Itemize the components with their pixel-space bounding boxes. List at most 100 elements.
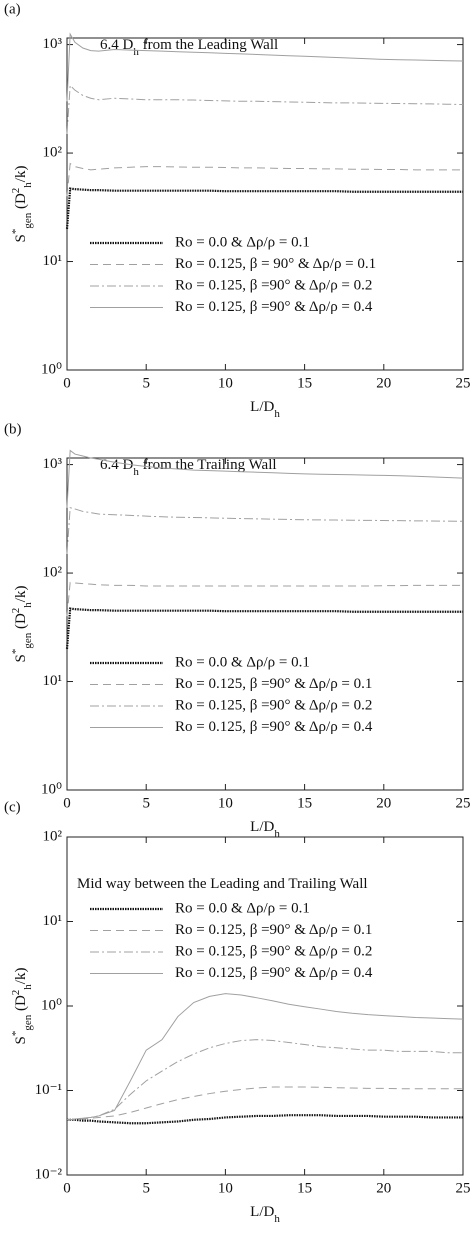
y-tick-label: 10⁻² — [35, 1166, 63, 1182]
label-part: 2 — [10, 608, 22, 614]
x-tick-label: 0 — [63, 795, 71, 811]
plot-frame — [66, 457, 464, 791]
x-tick-label: 5 — [142, 1180, 150, 1196]
y-tick-label: 10² — [43, 144, 63, 160]
data-line — [67, 1039, 463, 1121]
label-part: h — [22, 182, 34, 188]
data-line — [66, 581, 463, 617]
label-part: gen — [22, 632, 34, 648]
label-part: h — [22, 602, 34, 608]
data-line — [67, 1086, 463, 1121]
x-tick-label: 20 — [376, 375, 391, 391]
label-part: /k) — [13, 968, 29, 985]
legend-label: Ro = 0.0 & Δρ/ρ = 0.1 — [175, 654, 310, 670]
x-axis-label: L/Dh — [250, 1204, 280, 1224]
x-axis-label: L/Dh — [250, 399, 280, 419]
label-part: 2 — [10, 188, 22, 194]
legend-label: Ro = 0.125, β =90° & Δρ/ρ = 0.1 — [175, 922, 372, 938]
data-line — [65, 187, 463, 229]
label-part: /k) — [13, 166, 29, 183]
data-line — [66, 84, 464, 134]
x-tick-label: 0 — [63, 375, 71, 391]
label-part: (D — [13, 995, 29, 1015]
y-tick-label: 10⁰ — [41, 361, 62, 377]
label-part: h — [22, 984, 34, 990]
y-tick-label: 10⁰ — [41, 781, 62, 797]
y-tick-label: 10² — [43, 828, 63, 844]
data-line — [66, 162, 463, 197]
y-tick-label: 10¹ — [43, 673, 63, 689]
label-part: 6.4 D — [100, 457, 134, 473]
label-part: S — [13, 234, 29, 242]
data-line — [66, 32, 464, 102]
legend-label: Ro = 0.125, β =90° & Δρ/ρ = 0.2 — [175, 697, 372, 713]
legend-label: Ro = 0.0 & Δρ/ρ = 0.1 — [175, 900, 310, 916]
y-axis-label: S*gen (D2h/k) — [10, 166, 34, 243]
label-part: /k) — [13, 586, 29, 603]
legend-label: Ro = 0.125, β =90° & Δρ/ρ = 0.4 — [175, 965, 373, 981]
label-part: (D — [13, 613, 29, 633]
panel-label: (c) — [4, 799, 21, 815]
label-part: 2 — [10, 990, 22, 996]
legend-label: Ro = 0.125, β =90° & Δρ/ρ = 0.4 — [175, 299, 373, 315]
panel-label: (b) — [4, 421, 22, 437]
label-part: gen — [22, 212, 34, 228]
data-line — [67, 993, 464, 1121]
data-line — [67, 1114, 463, 1125]
legend-label: Ro = 0.125, β =90° & Δρ/ρ = 0.4 — [175, 719, 373, 735]
x-tick-label: 25 — [456, 375, 471, 391]
x-tick-label: 25 — [456, 1180, 471, 1196]
label-part: * — [10, 229, 22, 235]
annotation: Mid way between the Leading and Trailing… — [77, 876, 368, 892]
x-tick-label: 15 — [297, 375, 312, 391]
data-line — [66, 507, 464, 554]
y-tick-label: 10³ — [43, 36, 63, 52]
label-part: from the Leading Wall — [139, 37, 278, 53]
y-tick-label: 10² — [43, 564, 63, 580]
label-part: (D — [13, 193, 29, 213]
annotation: 6.4 Dh from the Trailing Wall — [100, 457, 277, 477]
label-part: L/D — [250, 819, 274, 835]
label-part: h — [274, 1213, 280, 1225]
label-part: * — [10, 649, 22, 655]
panel-label: (a) — [4, 1, 21, 17]
label-part: S — [13, 1036, 29, 1044]
y-tick-label: 10³ — [43, 456, 63, 472]
label-part: * — [10, 1031, 22, 1037]
y-tick-label: 10¹ — [43, 913, 63, 929]
y-axis-label: S*gen (D2h/k) — [10, 586, 34, 663]
label-part: from the Trailing Wall — [139, 457, 277, 473]
label-part: h — [274, 828, 280, 840]
label-part: L/D — [250, 399, 274, 415]
plot-frame — [66, 37, 464, 371]
x-tick-label: 25 — [456, 795, 471, 811]
x-tick-label: 10 — [218, 795, 233, 811]
label-part: S — [13, 654, 29, 662]
legend-label: Ro = 0.125, β =90° & Δρ/ρ = 0.2 — [175, 943, 372, 959]
x-tick-label: 5 — [142, 795, 150, 811]
label-part: h — [274, 408, 280, 420]
label-part: Mid way between the Leading and Trailing… — [77, 876, 368, 892]
label-part: h — [133, 466, 139, 478]
label-part: L/D — [250, 1204, 274, 1220]
x-tick-label: 20 — [376, 1180, 391, 1196]
legend-label: Ro = 0.125, β = 90° & Δρ/ρ = 0.1 — [175, 256, 376, 272]
label-part: gen — [22, 1014, 34, 1030]
legend-label: Ro = 0.125, β =90° & Δρ/ρ = 0.2 — [175, 277, 372, 293]
x-tick-label: 15 — [297, 795, 312, 811]
label-part: h — [133, 46, 139, 58]
x-axis-label: L/Dh — [250, 819, 280, 839]
x-tick-label: 10 — [218, 1180, 233, 1196]
legend-label: Ro = 0.125, β =90° & Δρ/ρ = 0.1 — [175, 676, 372, 692]
y-tick-label: 10⁰ — [41, 997, 62, 1013]
data-line — [65, 607, 463, 649]
data-line — [66, 449, 464, 508]
y-axis-label: S*gen (D2h/k) — [10, 968, 34, 1045]
label-part: 6.4 D — [100, 37, 134, 53]
x-tick-label: 20 — [376, 795, 391, 811]
x-tick-label: 0 — [63, 1180, 71, 1196]
x-tick-label: 5 — [142, 375, 150, 391]
x-tick-label: 15 — [297, 1180, 312, 1196]
legend-label: Ro = 0.0 & Δρ/ρ = 0.1 — [175, 234, 310, 250]
